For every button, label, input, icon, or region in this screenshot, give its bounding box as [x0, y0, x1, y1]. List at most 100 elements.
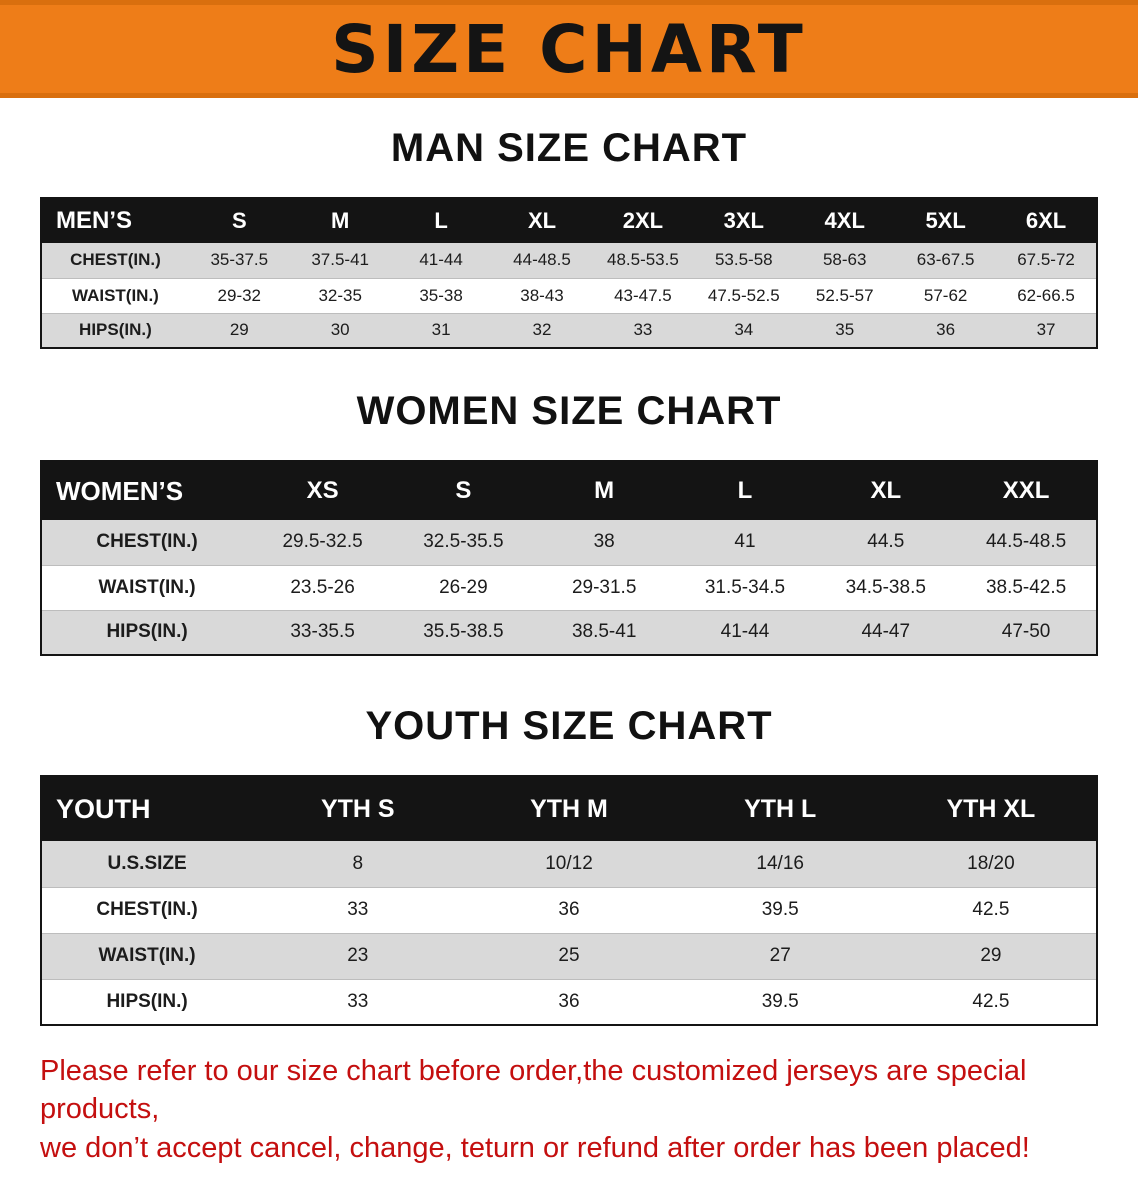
size-cell: 53.5-58 — [714, 250, 773, 270]
section-youth: YOUTH SIZE CHART YOUTH YTH S YTH M YTH L YTH… — [0, 704, 1138, 1026]
size-cell: 25 — [558, 945, 580, 966]
banner: SIZE CHART — [0, 0, 1138, 98]
section-women: WOMEN SIZE CHART WOMEN’S XS S M L XL XXL CHEST(… — [0, 389, 1138, 656]
size-cell: 41 — [734, 531, 756, 553]
size-cell: 31.5-34.5 — [704, 576, 786, 598]
size-cell: 29-31.5 — [571, 576, 637, 598]
row-label: CHEST(IN.) — [70, 250, 161, 270]
size-column-header: YTH M — [463, 776, 675, 841]
size-table: WOMEN’S XS S M L XL XXL CHEST(IN.) 29.5-32.5 32.5… — [40, 460, 1098, 656]
size-cell: 58-63 — [822, 250, 867, 270]
size-column-header: 4XL — [794, 198, 896, 243]
size-cell: 14/16 — [756, 852, 804, 874]
size-cell: 36 — [558, 899, 580, 920]
size-cell: 48.5-53.5 — [606, 250, 679, 270]
row-label: WAIST(IN.) — [98, 576, 196, 598]
size-column-header: M — [289, 198, 391, 243]
size-column-header: 6XL — [996, 198, 1097, 243]
row-label: HIPS(IN.) — [79, 320, 152, 340]
men-section-heading: MAN SIZE CHART — [390, 126, 748, 170]
size-column-header: YTH L — [674, 776, 886, 841]
size-cell: 44-48.5 — [513, 250, 571, 270]
size-cell: 44-47 — [861, 621, 911, 643]
table-header-row: YOUTH YTH S YTH M YTH L YTH XL — [41, 776, 1097, 841]
size-cell: 23.5-26 — [290, 576, 355, 598]
size-cell: 29.5-32.5 — [282, 531, 363, 553]
size-cell: 39.5 — [761, 899, 799, 920]
size-cell: 36 — [558, 990, 580, 1012]
size-cell: 41-44 — [720, 621, 770, 643]
size-cell: 33 — [347, 899, 369, 920]
size-cell: 67.5-72 — [1017, 250, 1075, 270]
size-cell: 10/12 — [545, 852, 593, 874]
table-title: MEN’S — [41, 198, 189, 243]
disclaimer-line-2: we don’t accept cancel, change, teturn o… — [40, 1131, 1030, 1164]
size-cell: 33-35.5 — [290, 621, 355, 643]
row-label: WAIST(IN.) — [71, 285, 159, 305]
size-cell: 31 — [431, 320, 451, 340]
size-column-header: L — [390, 198, 492, 243]
table-row: U.S.SIZE 8 10/12 14/16 18/20 — [41, 841, 1097, 887]
size-cell: 57-62 — [923, 285, 968, 305]
size-cell: 26-29 — [439, 576, 488, 598]
table-row: WAIST(IN.) 23.5-26 26-29 29-31.5 31.5-34.5 34… — [41, 565, 1097, 610]
size-cell: 38-43 — [520, 285, 564, 305]
size-cell: 34.5-38.5 — [845, 576, 926, 598]
table-row: CHEST(IN.) 29.5-32.5 32.5-35.5 38 41 44.5 44.5… — [41, 520, 1097, 565]
row-label: U.S.SIZE — [107, 852, 187, 874]
size-cell: 52.5-57 — [815, 285, 874, 305]
size-column-header: S — [392, 461, 534, 520]
table-row: CHEST(IN.) 35-37.5 37.5-41 41-44 44-48.5 48.5… — [41, 243, 1097, 278]
size-cell: 33 — [347, 990, 369, 1012]
size-column-header: XL — [815, 461, 957, 520]
size-cell: 37 — [1036, 320, 1056, 340]
size-cell: 32-35 — [318, 285, 362, 305]
size-cell: 35-38 — [419, 285, 463, 305]
size-cell: 27 — [769, 945, 791, 966]
youth-size-table: YOUTH YTH S YTH M YTH L YTH XL U.S.SIZE 8 10/12… — [40, 775, 1098, 1026]
size-cell: 18/20 — [967, 852, 1015, 874]
size-column-header: S — [188, 198, 290, 243]
page-title: SIZE CHART — [331, 10, 807, 88]
row-label: HIPS(IN.) — [106, 621, 188, 643]
youth-section-heading: YOUTH SIZE CHART — [365, 704, 773, 748]
disclaimer-line-1: Please refer to our size chart before or… — [40, 1055, 1027, 1126]
size-cell: 63-67.5 — [916, 250, 975, 270]
section-men: MAN SIZE CHART MEN’S S M L XL 2XL 3XL 4XL 5XL 6XL… — [0, 126, 1138, 349]
size-cell: 38.5-42.5 — [985, 576, 1067, 598]
size-cell: 37.5-41 — [311, 250, 370, 270]
disclaimer-note: Please refer to our size chart before or… — [40, 1052, 1098, 1167]
size-cell: 23 — [347, 945, 369, 966]
women-size-table: WOMEN’S XS S M L XL XXL CHEST(IN.) 29.5-32.5 32.5… — [40, 460, 1098, 656]
size-column-header: XL — [491, 198, 593, 243]
table-row: WAIST(IN.) 23 25 27 29 — [41, 933, 1097, 979]
row-label: WAIST(IN.) — [98, 945, 196, 966]
size-column-header: 5XL — [895, 198, 997, 243]
table-title: YOUTH — [41, 776, 253, 841]
size-cell: 33 — [633, 320, 653, 340]
size-column-header: YTH XL — [885, 776, 1097, 841]
size-column-header: M — [533, 461, 675, 520]
size-cell: 35.5-38.5 — [423, 621, 504, 643]
size-cell: 36 — [936, 320, 956, 340]
size-cell: 47.5-52.5 — [707, 285, 780, 305]
table-title: WOMEN’S — [41, 461, 253, 520]
size-cell: 29 — [980, 945, 1002, 966]
size-cell: 42.5 — [972, 899, 1010, 920]
table-row: CHEST(IN.) 33 36 39.5 42.5 — [41, 887, 1097, 933]
size-cell: 34 — [734, 320, 754, 340]
table-row: HIPS(IN.) 29 30 31 32 33 34 35 36 37 — [41, 313, 1097, 348]
row-label: CHEST(IN.) — [96, 899, 198, 920]
size-cell: 32 — [532, 320, 552, 340]
table-header-row: WOMEN’S XS S M L XL XXL — [41, 461, 1097, 520]
size-column-header: 3XL — [693, 198, 795, 243]
size-cell: 47-50 — [1001, 621, 1051, 643]
row-label: HIPS(IN.) — [106, 990, 188, 1012]
size-column-header: XS — [252, 461, 393, 520]
size-cell: 38.5-41 — [571, 621, 637, 643]
men-size-table: MEN’S S M L XL 2XL 3XL 4XL 5XL 6XL CHEST(IN.) 35-37… — [40, 197, 1098, 349]
size-column-header: L — [674, 461, 816, 520]
size-cell: 42.5 — [972, 990, 1010, 1012]
size-column-header: 2XL — [592, 198, 694, 243]
